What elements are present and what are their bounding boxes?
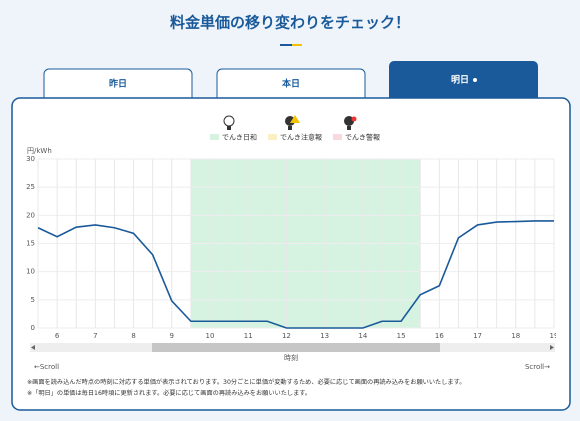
underline <box>280 44 292 46</box>
legend-swatch <box>333 134 342 140</box>
x-tick-label: 17 <box>473 332 482 340</box>
x-tick-label: 14 <box>358 332 367 340</box>
scroll-thumb[interactable] <box>152 343 440 352</box>
legend-label: でんき注意報 <box>280 133 322 142</box>
x-tick-label: 12 <box>282 332 291 340</box>
y-tick-label: 10 <box>26 268 35 276</box>
y-tick-label: 0 <box>31 324 35 332</box>
y-tick-label: 30 <box>26 155 35 163</box>
x-tick-label: 9 <box>170 332 174 340</box>
legend-swatch <box>268 134 277 140</box>
x-tick-labels: 6 7 8 9 10 11 12 13 14 15 16 17 18 19 <box>55 332 559 340</box>
scroll-arrow[interactable] <box>31 345 35 350</box>
x-tick-label: 6 <box>55 332 60 340</box>
scroll-arrow[interactable] <box>550 345 554 350</box>
x-tick-label: 15 <box>397 332 406 340</box>
icon <box>285 115 300 130</box>
tab-icon <box>473 78 477 82</box>
y-tick-label: 20 <box>26 211 35 219</box>
page-title: 料金単価の移り変わりをチェック！ <box>170 14 410 32</box>
x-axis-label: 時刻 <box>284 353 298 362</box>
legend-label: でんき日和 <box>222 133 257 142</box>
scroll-hint: Scroll→ <box>525 363 550 371</box>
y-tick-label: 25 <box>26 183 35 191</box>
y-tick-label: 5 <box>31 296 35 304</box>
icon <box>344 116 357 130</box>
y-axis-label: 円/kWh <box>27 147 52 155</box>
legend-label: でんき警報 <box>345 133 380 142</box>
y-tick-label: 15 <box>26 240 35 248</box>
x-tick-label: 10 <box>206 332 215 340</box>
x-tick-label: 13 <box>320 332 329 340</box>
tab-label[interactable]: 明日 <box>451 75 469 86</box>
note: ※「明日」の単価は毎日16時頃に更新されます。必要に応じて画面の再読み込みをお願… <box>27 389 311 397</box>
underline <box>292 44 302 46</box>
x-tick-label: 18 <box>511 332 520 340</box>
x-tick-label: 16 <box>435 332 444 340</box>
tab-label[interactable]: 本日 <box>282 78 300 90</box>
note: ※画面を読み込んだ時点の時刻に対応する単価が表示されております。30分ごとに単価… <box>27 378 465 386</box>
scroll-hint: ←Scroll <box>34 363 59 371</box>
tab-label[interactable]: 昨日 <box>109 78 127 90</box>
tab-active[interactable] <box>389 61 538 105</box>
icon <box>223 115 235 130</box>
x-tick-label: 19 <box>550 332 559 340</box>
legend-swatch <box>210 134 219 140</box>
x-tick-label: 8 <box>131 332 135 340</box>
x-tick-label: 11 <box>244 332 253 340</box>
line <box>37 220 554 329</box>
x-tick-label: 7 <box>93 332 97 340</box>
